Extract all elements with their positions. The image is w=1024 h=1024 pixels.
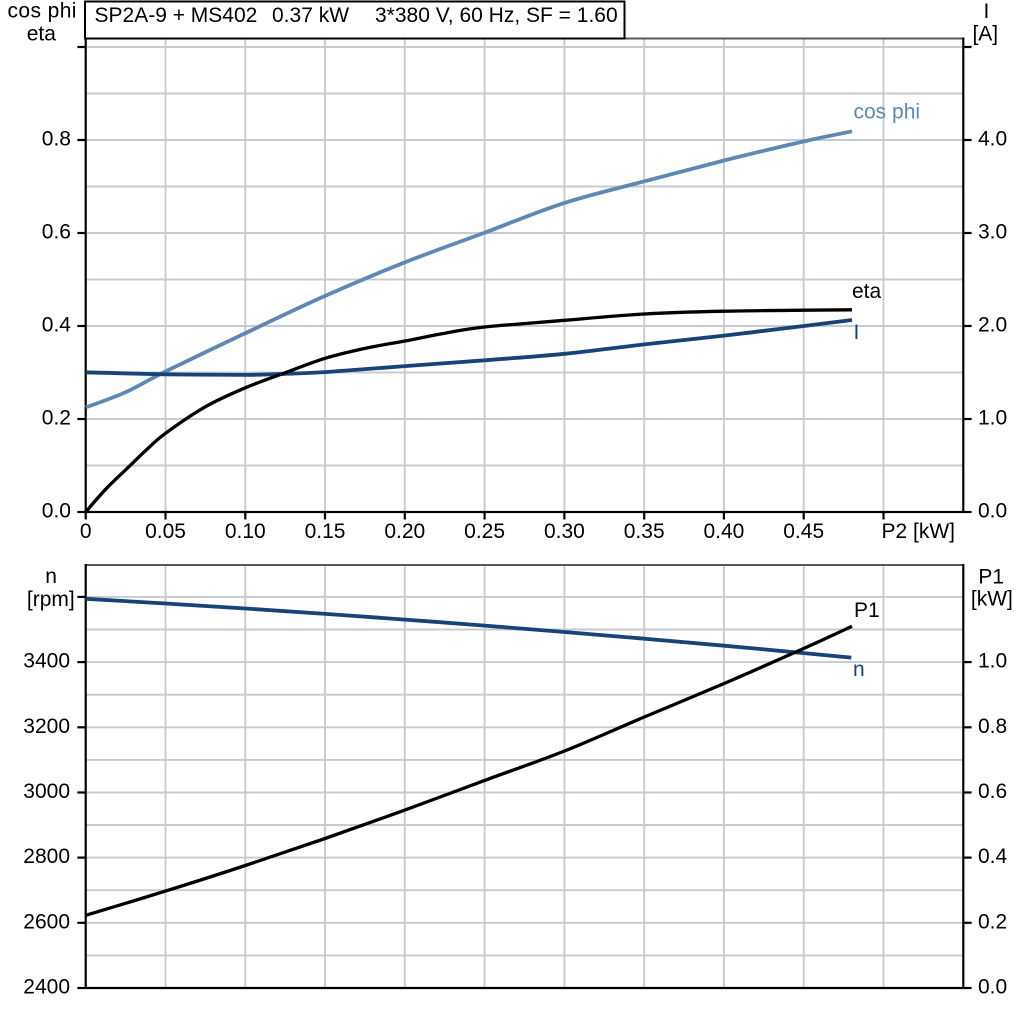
- svg-text:cos phi: cos phi: [854, 101, 921, 124]
- svg-text:0.10: 0.10: [225, 520, 266, 543]
- svg-text:4.0: 4.0: [978, 128, 1007, 151]
- svg-text:0.0: 0.0: [978, 976, 1007, 999]
- svg-text:0.8: 0.8: [42, 128, 71, 151]
- svg-text:P1: P1: [978, 565, 1004, 588]
- svg-text:0.0: 0.0: [42, 500, 71, 523]
- svg-text:n: n: [853, 658, 865, 681]
- svg-text:0.2: 0.2: [42, 407, 71, 430]
- svg-text:3200: 3200: [23, 715, 70, 738]
- svg-text:3000: 3000: [23, 780, 70, 803]
- svg-text:SP2A-9 + MS402: SP2A-9 + MS402: [95, 4, 258, 27]
- svg-text:P2 [kW]: P2 [kW]: [881, 520, 955, 543]
- svg-text:0.30: 0.30: [544, 520, 585, 543]
- svg-text:0.20: 0.20: [384, 520, 425, 543]
- svg-text:P1: P1: [854, 599, 880, 622]
- svg-text:eta: eta: [852, 280, 882, 303]
- svg-text:0.25: 0.25: [464, 520, 505, 543]
- svg-text:0.15: 0.15: [305, 520, 346, 543]
- svg-text:0.45: 0.45: [783, 520, 824, 543]
- svg-text:n: n: [45, 565, 57, 588]
- svg-text:2.0: 2.0: [978, 314, 1007, 337]
- svg-text:1.0: 1.0: [978, 407, 1007, 430]
- svg-text:3.0: 3.0: [978, 221, 1007, 244]
- svg-text:eta: eta: [27, 22, 57, 45]
- svg-text:2400: 2400: [23, 976, 70, 999]
- svg-text:I: I: [854, 321, 860, 344]
- svg-text:3*380 V, 60 Hz, SF = 1.60: 3*380 V, 60 Hz, SF = 1.60: [375, 4, 618, 27]
- svg-text:0.05: 0.05: [145, 520, 186, 543]
- svg-text:0.4: 0.4: [42, 314, 72, 337]
- svg-text:0.35: 0.35: [624, 520, 665, 543]
- svg-text:1.0: 1.0: [978, 650, 1007, 673]
- svg-text:cos phi: cos phi: [8, 0, 77, 23]
- svg-text:[rpm]: [rpm]: [27, 588, 75, 611]
- svg-text:0: 0: [80, 520, 92, 543]
- svg-text:0.0: 0.0: [978, 500, 1007, 523]
- svg-text:2600: 2600: [23, 910, 70, 933]
- svg-text:0.40: 0.40: [703, 520, 744, 543]
- svg-text:3400: 3400: [23, 650, 70, 673]
- svg-text:0.8: 0.8: [978, 715, 1007, 738]
- svg-text:I: I: [983, 0, 989, 23]
- svg-text:0.37 kW: 0.37 kW: [272, 4, 349, 27]
- svg-text:0.2: 0.2: [978, 910, 1007, 933]
- svg-text:2800: 2800: [23, 845, 70, 868]
- svg-text:[kW]: [kW]: [971, 588, 1013, 611]
- svg-text:0.6: 0.6: [978, 780, 1007, 803]
- svg-text:0.6: 0.6: [42, 221, 71, 244]
- svg-text:[A]: [A]: [972, 23, 998, 46]
- svg-text:0.4: 0.4: [978, 845, 1008, 868]
